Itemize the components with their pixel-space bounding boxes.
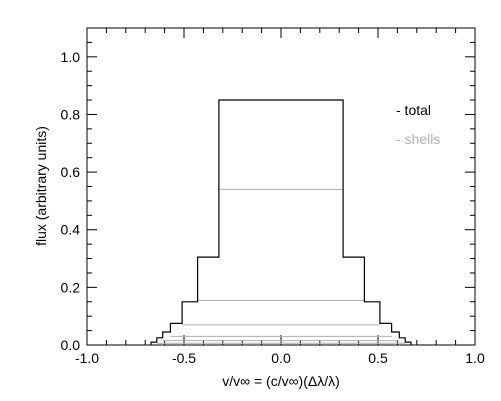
y-tick-label: 0.0 <box>61 337 81 353</box>
x-tick-label: -0.5 <box>172 350 196 366</box>
y-tick-label: 0.2 <box>61 279 81 295</box>
y-tick-label: 0.6 <box>61 164 81 180</box>
y-tick-label: 1.0 <box>61 49 81 65</box>
legend-entry-total: - total <box>396 102 431 118</box>
axis-ticks <box>86 27 476 346</box>
x-tick-label: -1.0 <box>75 350 99 366</box>
y-tick-labels: 0.0 0.2 0.4 0.6 0.8 1.0 <box>61 49 81 353</box>
x-tick-label: 0.5 <box>368 350 388 366</box>
x-axis-label: v/v∞ = (c/v∞)(Δλ/λ) <box>222 373 340 389</box>
x-tick-labels: -1.0 -0.5 0.0 0.5 1.0 <box>75 350 485 366</box>
legend-entry-shells: - shells <box>396 131 440 147</box>
x-tick-label: 1.0 <box>465 350 485 366</box>
total-line <box>150 99 412 345</box>
plot-frame <box>86 27 476 346</box>
shells-series <box>156 188 406 344</box>
y-tick-label: 0.8 <box>61 106 81 122</box>
y-axis-label: flux (arbitrary units) <box>33 126 49 246</box>
y-tick-label: 0.4 <box>61 222 81 238</box>
total-series <box>150 99 412 345</box>
x-tick-label: 0.0 <box>271 350 291 366</box>
